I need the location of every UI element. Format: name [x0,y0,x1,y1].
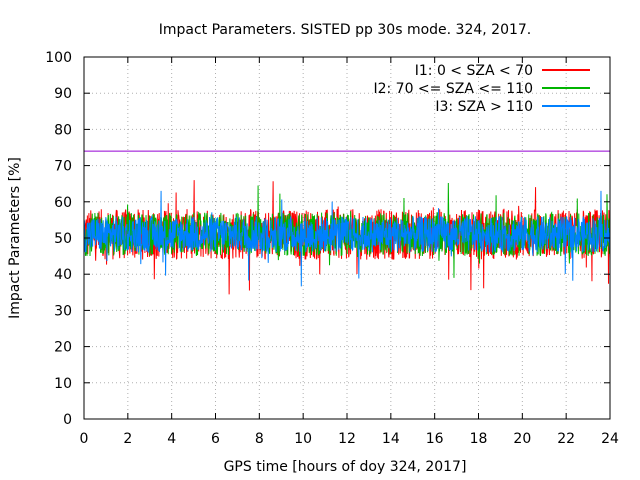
x-tick-label: 2 [123,431,132,447]
y-tick-label: 70 [54,159,72,175]
y-tick-label: 90 [54,86,72,102]
x-tick-label: 10 [294,431,312,447]
x-tick-label: 18 [470,431,488,447]
x-tick-label: 20 [513,431,531,447]
legend: I1: 0 < SZA < 70 I2: 70 <= SZA <= 110 I3: … [373,63,590,115]
legend-label-1: I1: 0 < SZA < 70 [415,63,533,79]
y-axis-label: Impact Parameters [%] [7,157,23,319]
x-tick-label: 24 [601,431,619,447]
x-tick-label: 6 [211,431,220,447]
x-tick-label: 22 [557,431,575,447]
x-tick-label: 8 [255,431,264,447]
chart-title: Impact Parameters. SISTED pp 30s mode. 3… [159,22,532,38]
legend-label-2: I2: 70 <= SZA <= 110 [373,81,533,97]
y-tick-label: 40 [54,267,72,283]
y-tick-label: 0 [63,412,72,428]
y-tick-label: 50 [54,231,72,247]
x-tick-label: 4 [167,431,176,447]
y-tick-label: 30 [54,303,72,319]
x-tick-label: 0 [80,431,89,447]
y-tick-label: 80 [54,122,72,138]
y-tick-label: 60 [54,195,72,211]
series-line-3 [83,190,611,287]
y-tick-label: 20 [54,340,72,356]
y-tick-label: 100 [45,50,72,66]
x-tick-label: 14 [382,431,400,447]
x-tick-label: 16 [426,431,444,447]
series-group [83,180,611,295]
x-axis-label: GPS time [hours of doy 324, 2017] [224,459,467,475]
y-tick-label: 10 [54,376,72,392]
axis-ticks: 0 2 4 6 8 10 12 14 16 18 20 22 240102030405060708090… [45,50,619,447]
x-tick-label: 12 [338,431,356,447]
legend-label-3: I3: SZA > 110 [435,99,533,115]
